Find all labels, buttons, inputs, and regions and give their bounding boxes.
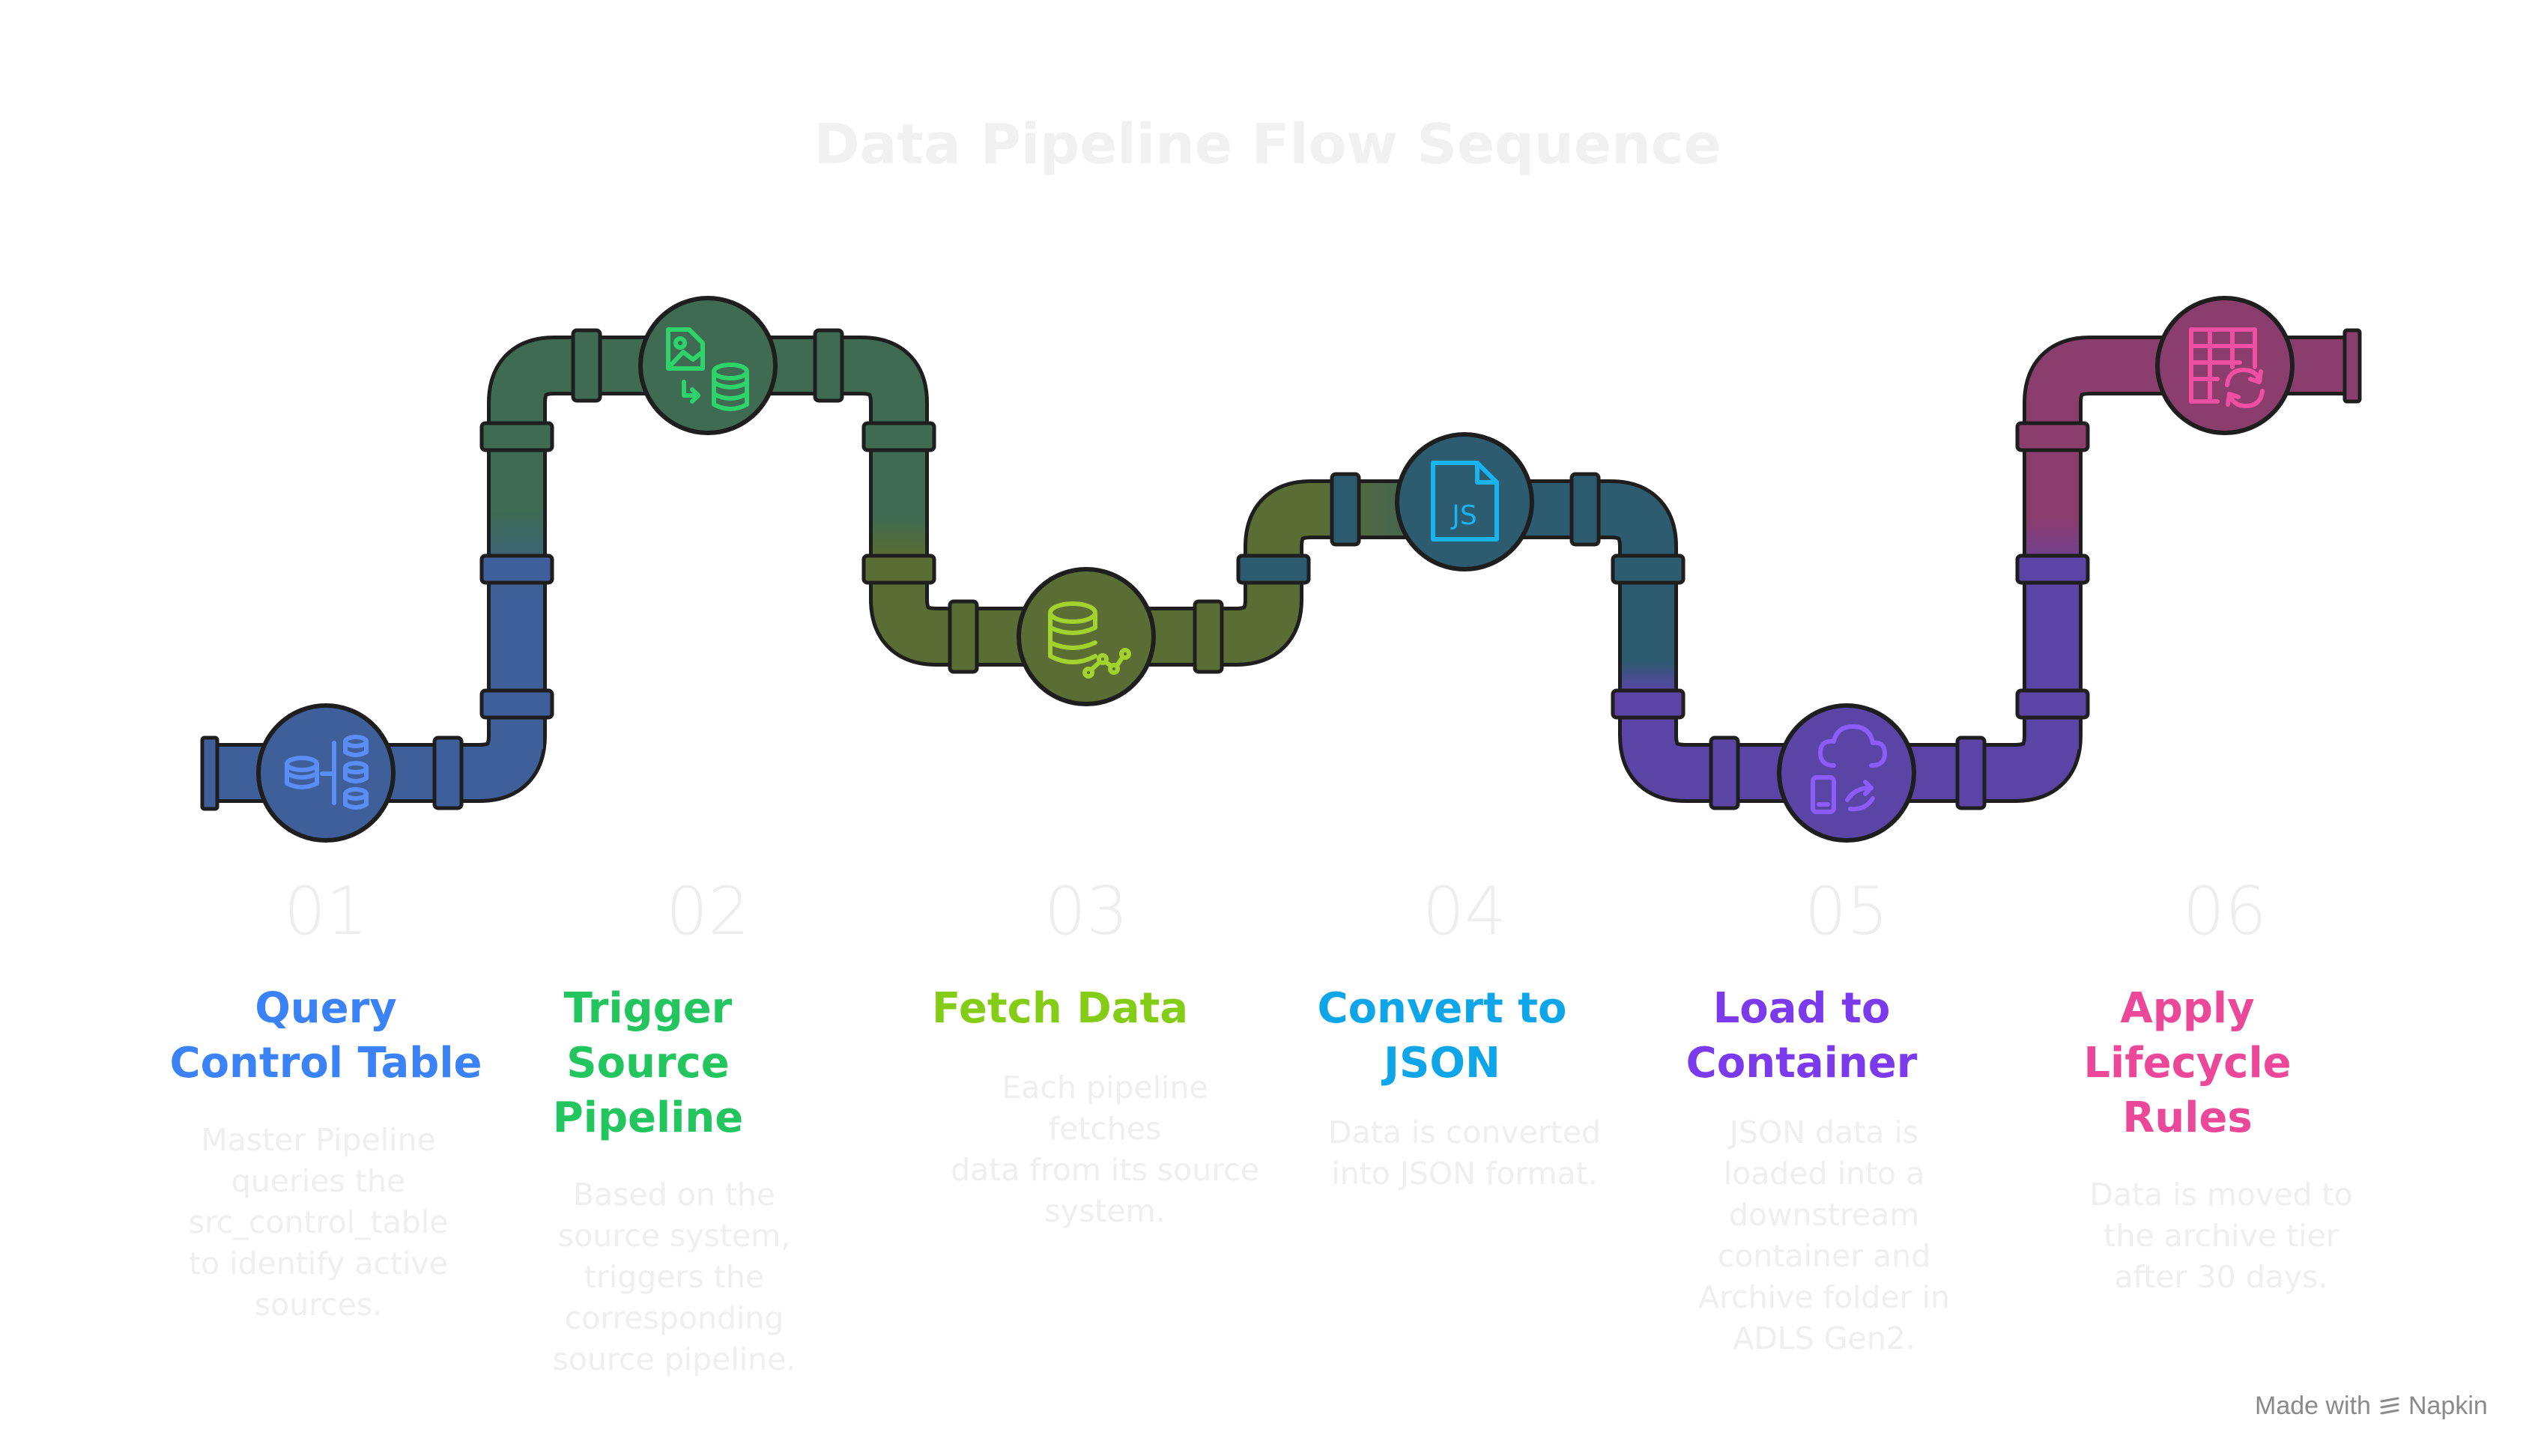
pipe-segment-4	[1034, 483, 1674, 663]
step-description: Master Pipeline queries the src_control_…	[188, 1122, 449, 1323]
step-number: 04	[1423, 873, 1506, 950]
made-with-label: Made with	[2255, 1392, 2371, 1420]
step-node-01	[256, 703, 396, 843]
step-node-06	[2155, 296, 2295, 435]
step-title: Load to Container	[1686, 984, 1918, 1088]
database-hierarchy-icon	[285, 735, 369, 810]
step-description: Each pipeline fetches data from its sour…	[951, 1070, 1259, 1229]
pipe-end-caps	[200, 328, 2362, 811]
step-node-05	[1777, 703, 1916, 843]
step-title: Fetch Data	[931, 984, 1189, 1033]
step-number: 02	[666, 873, 750, 950]
pipe-couplings	[432, 328, 2090, 810]
pipe-segment-6	[2026, 339, 2348, 749]
step-node-04: JS	[1395, 432, 1534, 571]
step-node-03	[1017, 567, 1156, 706]
step-description: JSON data is loaded into a downstream co…	[1698, 1114, 1950, 1356]
svg-text:JS: JS	[1450, 500, 1477, 531]
database-analytics-icon	[1048, 601, 1131, 679]
napkin-brand-label: Napkin	[2408, 1392, 2488, 1420]
step-title: Convert to JSON	[1317, 984, 1567, 1088]
step-number: 03	[1044, 873, 1128, 950]
diagram-title: Data Pipeline Flow Sequence	[814, 112, 1721, 177]
image-to-database-icon	[666, 327, 749, 411]
step-title: Apply Lifecycle Rules	[2083, 984, 2292, 1142]
step-description: Based on the source system, triggers the…	[552, 1177, 796, 1377]
step-title: Trigger Source Pipeline	[552, 984, 744, 1142]
cloud-sync-icon	[1811, 724, 1887, 814]
js-file-icon: JS	[1431, 461, 1499, 542]
napkin-logo-icon	[2380, 1397, 2399, 1414]
step-node-02	[638, 296, 778, 435]
table-refresh-icon	[2189, 327, 2265, 408]
step-title: Query Control Table	[169, 984, 482, 1088]
step-number: 01	[284, 873, 368, 950]
step-number: 06	[2183, 873, 2267, 950]
made-with-napkin-badge[interactable]: Made with Napkin	[2255, 1392, 2488, 1421]
step-description: Data is moved to the archive tier after …	[2089, 1177, 2353, 1295]
step-description: Data is converted into JSON format.	[1328, 1114, 1601, 1192]
pipe-segment-3	[873, 419, 1034, 663]
step-number: 05	[1805, 873, 1889, 950]
